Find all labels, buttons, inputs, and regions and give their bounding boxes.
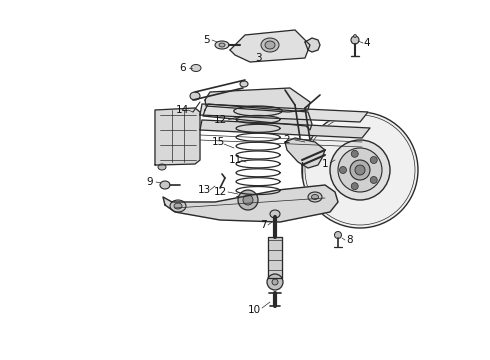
Polygon shape [155, 108, 200, 165]
Ellipse shape [312, 194, 318, 199]
Ellipse shape [236, 194, 280, 202]
Ellipse shape [308, 192, 322, 202]
Ellipse shape [270, 210, 280, 218]
Ellipse shape [191, 64, 201, 72]
Circle shape [302, 112, 418, 228]
Polygon shape [200, 104, 368, 122]
Text: 9: 9 [147, 177, 153, 187]
Text: 1: 1 [322, 159, 328, 169]
Text: 7: 7 [260, 220, 266, 230]
Text: 12: 12 [213, 187, 227, 197]
Ellipse shape [335, 231, 342, 239]
Ellipse shape [351, 36, 359, 44]
Text: 13: 13 [197, 185, 211, 195]
Polygon shape [268, 237, 282, 278]
Polygon shape [163, 185, 338, 222]
Circle shape [338, 148, 382, 192]
Polygon shape [203, 104, 312, 130]
Circle shape [340, 166, 346, 174]
Ellipse shape [174, 203, 182, 209]
Text: 11: 11 [228, 155, 242, 165]
Text: 6: 6 [180, 63, 186, 73]
Ellipse shape [261, 38, 279, 52]
Polygon shape [305, 38, 320, 52]
Circle shape [238, 190, 258, 210]
Circle shape [370, 176, 377, 184]
Ellipse shape [353, 35, 357, 37]
Text: 12: 12 [213, 115, 227, 125]
Polygon shape [285, 138, 325, 168]
Circle shape [272, 279, 278, 285]
Circle shape [330, 140, 390, 200]
Ellipse shape [234, 106, 282, 116]
Text: 8: 8 [347, 235, 353, 245]
Text: 4: 4 [364, 38, 370, 48]
Text: 3: 3 [255, 53, 261, 63]
Circle shape [355, 165, 365, 175]
Ellipse shape [190, 92, 200, 100]
Text: 5: 5 [203, 35, 209, 45]
Polygon shape [200, 120, 370, 138]
Ellipse shape [160, 181, 170, 189]
Polygon shape [205, 88, 310, 112]
Text: 15: 15 [211, 137, 224, 147]
Ellipse shape [170, 200, 186, 212]
Text: 14: 14 [175, 105, 189, 115]
Ellipse shape [265, 41, 275, 49]
Ellipse shape [240, 81, 248, 87]
Text: 10: 10 [247, 305, 261, 315]
Circle shape [370, 157, 377, 163]
Text: 2: 2 [284, 135, 290, 145]
Polygon shape [230, 30, 310, 62]
Circle shape [351, 150, 358, 157]
Circle shape [243, 195, 253, 205]
Circle shape [351, 183, 358, 190]
Ellipse shape [219, 43, 225, 47]
Ellipse shape [158, 164, 166, 170]
Circle shape [267, 274, 283, 290]
Ellipse shape [215, 41, 229, 49]
Circle shape [350, 160, 370, 180]
